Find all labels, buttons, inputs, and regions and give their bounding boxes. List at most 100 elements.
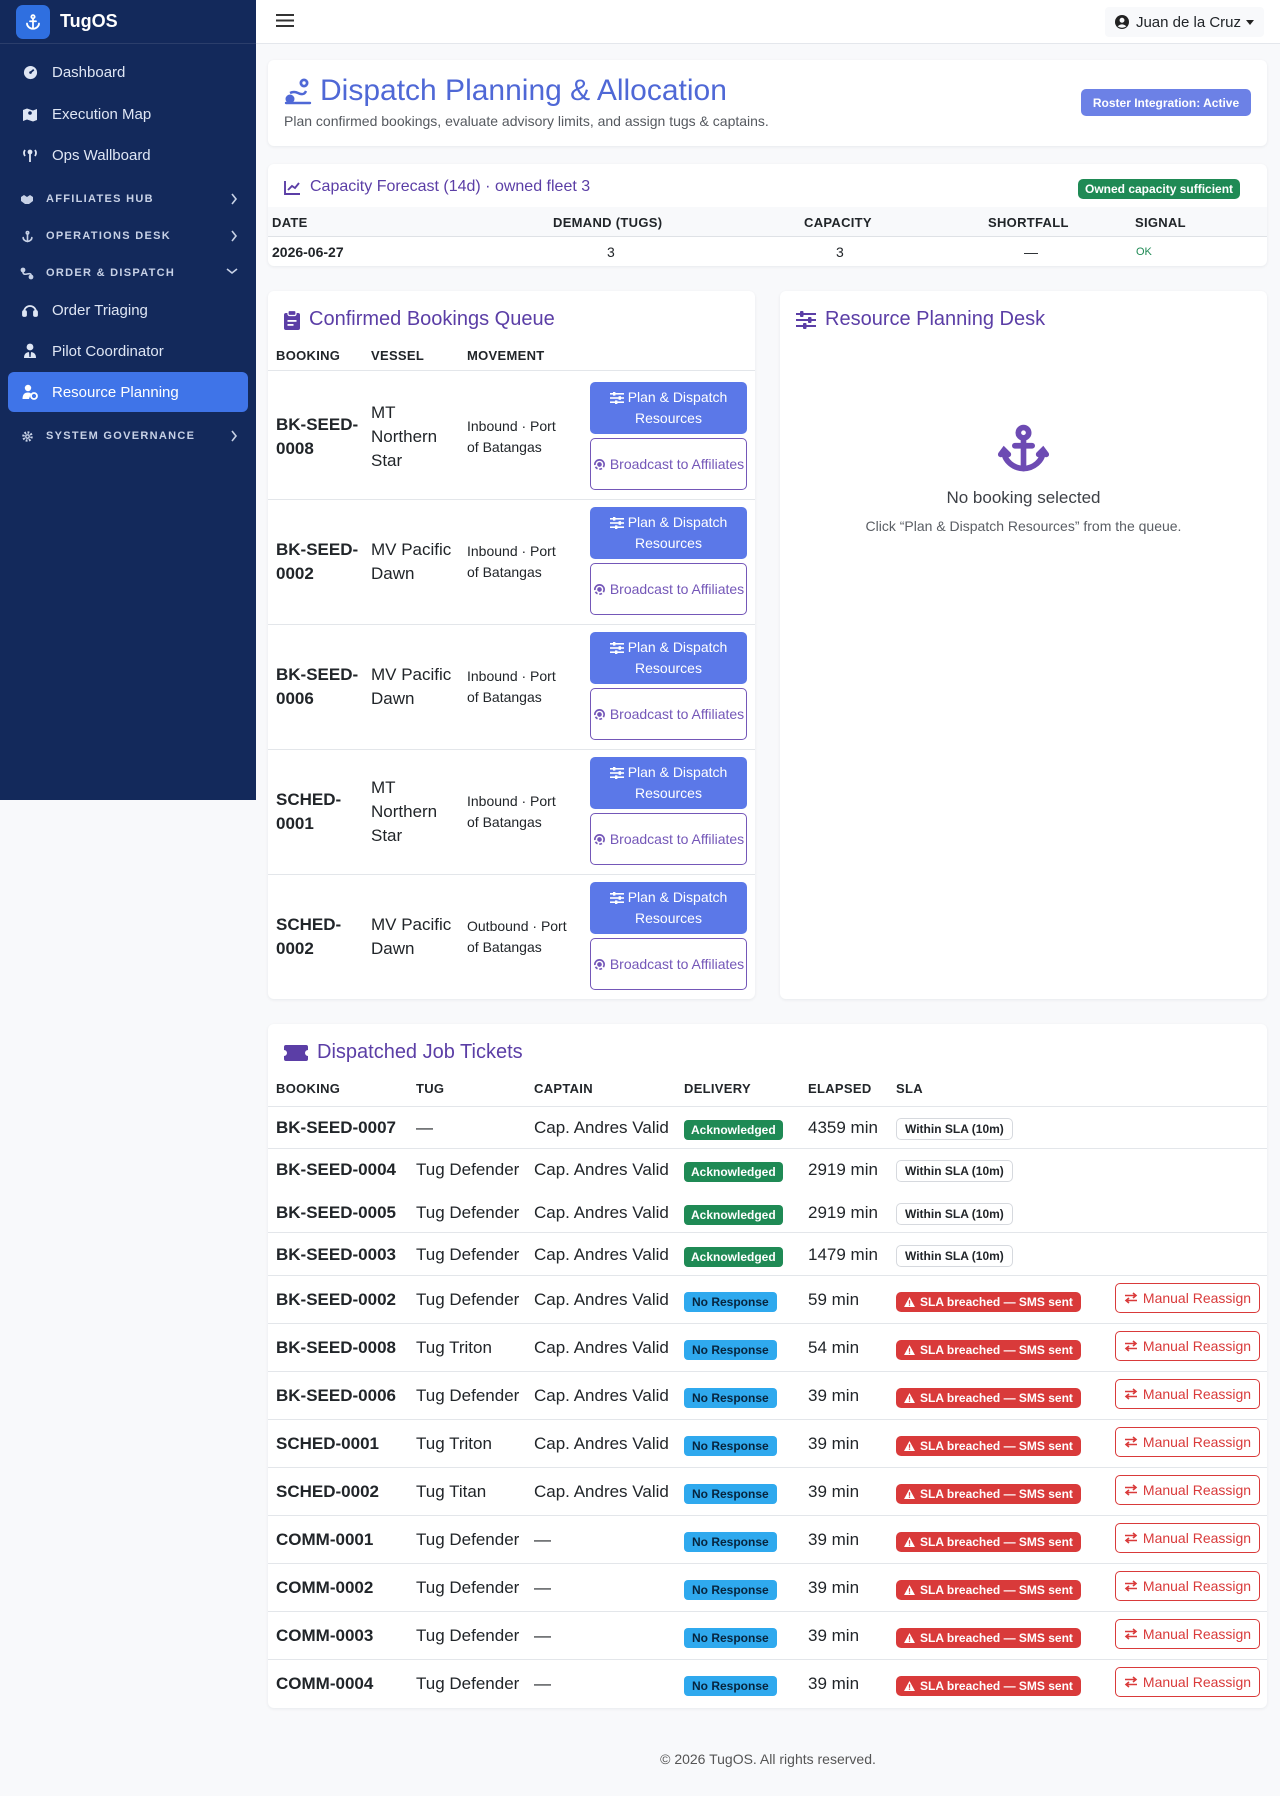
ticket-captain: Cap. Andres Valid	[534, 1434, 669, 1453]
manual-reassign-button[interactable]: Manual Reassign	[1115, 1283, 1260, 1313]
delivery-status-badge: Acknowledged	[684, 1205, 783, 1225]
sidebar-item-dashboard[interactable]: Dashboard	[8, 52, 248, 92]
sidebar-section-affiliates-hub[interactable]: AFFILIATES HUB	[8, 183, 248, 215]
warning-icon	[904, 1633, 915, 1643]
queue-booking-id: BK-SEED- 0006	[276, 665, 359, 708]
sidebar-item-label: Ops Wallboard	[52, 146, 151, 164]
broadcast-affiliates-button[interactable]: Broadcast to Affiliates	[590, 813, 747, 865]
divider	[268, 624, 755, 625]
plan-dispatch-button[interactable]: Plan & Dispatch Resources	[590, 882, 747, 934]
empty-state-hint: Click “Plan & Dispatch Resources” from t…	[865, 518, 1182, 534]
plan-dispatch-button[interactable]: Plan & Dispatch Resources	[590, 507, 747, 559]
ticket-tug: Tug Defender	[416, 1626, 520, 1645]
broadcast-affiliates-button[interactable]: Broadcast to Affiliates	[590, 688, 747, 740]
manual-reassign-button[interactable]: Manual Reassign	[1115, 1331, 1260, 1361]
ticket-captain: Cap. Andres Valid	[534, 1203, 669, 1222]
swap-arrows-icon	[1124, 1292, 1138, 1304]
ticket-elapsed: 2919 min	[808, 1203, 878, 1222]
manual-reassign-button[interactable]: Manual Reassign	[1115, 1523, 1260, 1553]
divider	[268, 1611, 1267, 1612]
chevron-right-icon	[230, 230, 238, 242]
column-header: BOOKING	[276, 348, 341, 363]
sliders-icon	[609, 767, 624, 779]
sidebar-item-resource-planning[interactable]: Resource Planning	[8, 372, 248, 412]
capacity-status-badge: Owned capacity sufficient	[1078, 179, 1241, 199]
manual-reassign-button[interactable]: Manual Reassign	[1115, 1379, 1260, 1409]
plan-dispatch-button[interactable]: Plan & Dispatch Resources	[590, 382, 747, 434]
delivery-status-badge: No Response	[684, 1292, 777, 1312]
ticket-booking-id: SCHED-0002	[276, 1482, 379, 1501]
sidebar-item-label: Pilot Coordinator	[52, 342, 164, 360]
manual-reassign-button[interactable]: Manual Reassign	[1115, 1619, 1260, 1649]
sla-status-badge: SLA breached — SMS sent	[896, 1628, 1081, 1648]
dispatched-tickets-title: Dispatched Job Tickets	[317, 1041, 523, 1063]
delivery-status-badge: No Response	[684, 1532, 777, 1552]
sidebar-item-label: Resource Planning	[52, 383, 179, 401]
ticket-booking-id: COMM-0003	[276, 1626, 374, 1645]
bookings-queue-title: Confirmed Bookings Queue	[309, 308, 555, 330]
warning-icon	[904, 1345, 915, 1355]
ticket-booking-id: COMM-0004	[276, 1674, 374, 1693]
hamburger-menu-icon[interactable]	[276, 13, 294, 28]
sla-status-badge: SLA breached — SMS sent	[896, 1340, 1081, 1360]
user-circle-icon	[1114, 15, 1129, 29]
ticket-elapsed: 39 min	[808, 1530, 860, 1549]
ticket-elapsed: 2919 min	[808, 1160, 878, 1179]
column-header: TUG	[416, 1081, 445, 1096]
ticket-tug: Tug Defender	[416, 1578, 520, 1597]
sliders-icon	[609, 892, 624, 904]
queue-movement: Outbound · Port of Batangas	[467, 918, 567, 955]
sidebar-item-pilot-coordinator[interactable]: Pilot Coordinator	[8, 331, 248, 371]
sidebar-item-ops-wallboard[interactable]: Ops Wallboard	[8, 135, 248, 175]
warning-icon	[904, 1297, 915, 1307]
forecast-capacity: 3	[836, 244, 844, 260]
sla-status-badge: SLA breached — SMS sent	[896, 1388, 1081, 1408]
broadcast-affiliates-button[interactable]: Broadcast to Affiliates	[590, 938, 747, 990]
warning-icon	[904, 1393, 915, 1403]
ticket-tug: Tug Defender	[416, 1674, 520, 1693]
broadcast-affiliates-button[interactable]: Broadcast to Affiliates	[590, 563, 747, 615]
forecast-shortfall: —	[1024, 244, 1038, 260]
gear-icon	[20, 429, 34, 443]
column-header: SLA	[896, 1081, 923, 1096]
user-name: Juan de la Cruz	[1135, 13, 1241, 31]
queue-vessel: MT Northern Star	[371, 778, 438, 845]
plan-dispatch-button[interactable]: Plan & Dispatch Resources	[590, 757, 747, 809]
brand[interactable]: TugOS	[0, 0, 256, 44]
sidebar-section-order-dispatch[interactable]: ORDER & DISPATCH	[8, 257, 248, 289]
user-menu-button[interactable]: Juan de la Cruz	[1104, 7, 1264, 37]
ticket-tug: Tug Defender	[416, 1530, 520, 1549]
ticket-captain: —	[534, 1530, 551, 1549]
queue-vessel: MV Pacific Dawn	[371, 540, 452, 583]
manual-reassign-button[interactable]: Manual Reassign	[1115, 1475, 1260, 1505]
sla-status-badge: SLA breached — SMS sent	[896, 1676, 1081, 1696]
manual-reassign-button[interactable]: Manual Reassign	[1115, 1427, 1260, 1457]
warning-icon	[904, 1681, 915, 1691]
broadcast-tower-icon	[22, 147, 38, 163]
queue-booking-id: BK-SEED- 0008	[276, 415, 359, 458]
manual-reassign-button[interactable]: Manual Reassign	[1115, 1571, 1260, 1601]
broadcast-icon	[593, 583, 605, 595]
broadcast-icon	[593, 958, 605, 970]
sidebar-section-operations-desk[interactable]: OPERATIONS DESK	[8, 220, 248, 252]
route-icon	[20, 266, 34, 280]
anchor-icon	[16, 4, 50, 39]
ticket-captain: Cap. Andres Valid	[534, 1338, 669, 1357]
ticket-captain: Cap. Andres Valid	[534, 1160, 669, 1179]
sidebar-item-order-triaging[interactable]: Order Triaging	[8, 290, 248, 330]
section-label: OPERATIONS DESK	[46, 230, 172, 242]
broadcast-affiliates-button[interactable]: Broadcast to Affiliates	[590, 438, 747, 490]
sla-status-badge: SLA breached — SMS sent	[896, 1580, 1081, 1600]
manual-reassign-button[interactable]: Manual Reassign	[1115, 1667, 1260, 1697]
topbar: Juan de la Cruz	[256, 0, 1280, 44]
anchor-icon	[996, 423, 1051, 475]
ticket-tug: Tug Defender	[416, 1245, 520, 1264]
sidebar-item-execution-map[interactable]: Execution Map	[8, 94, 248, 134]
plan-dispatch-button[interactable]: Plan & Dispatch Resources	[590, 632, 747, 684]
resource-planning-desk-card	[780, 291, 1267, 999]
sidebar-section-system-governance[interactable]: SYSTEM GOVERNANCE	[8, 420, 248, 452]
swap-arrows-icon	[1124, 1628, 1138, 1640]
divider	[268, 1232, 1267, 1233]
capacity-forecast-title: Capacity Forecast (14d) · owned fleet 3	[310, 178, 591, 195]
delivery-status-badge: No Response	[684, 1436, 777, 1456]
